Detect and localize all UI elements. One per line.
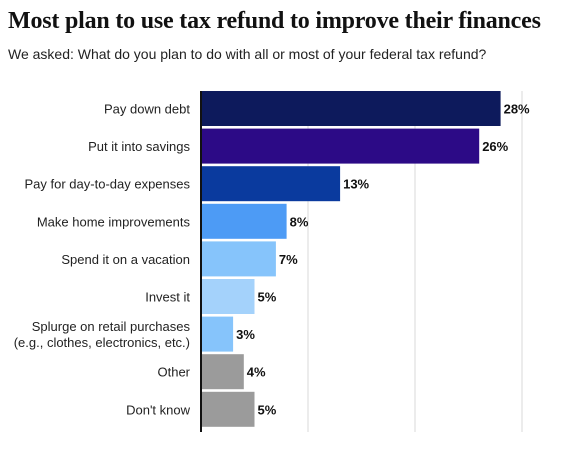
value-label: 5% [258, 402, 277, 417]
value-label: 5% [258, 290, 277, 305]
value-label: 7% [279, 252, 298, 267]
category-label: Invest it [145, 290, 190, 305]
value-label: 13% [343, 177, 369, 192]
bar [201, 354, 244, 390]
bar [201, 279, 255, 314]
chart-title: Most plan to use tax refund to improve t… [8, 8, 541, 34]
category-label: Splurge on retail purchases (e.g., clothe… [14, 319, 191, 350]
value-label: 3% [236, 327, 255, 342]
value-label: 8% [290, 214, 309, 229]
category-label: Other [157, 365, 190, 380]
bar [201, 391, 255, 427]
category-label: Pay for day-to-day expenses [25, 177, 191, 192]
chart-subtitle: We asked: What do you plan to do with al… [8, 46, 487, 62]
bar [201, 241, 276, 277]
category-label: Put it into savings [88, 139, 190, 154]
bar [201, 128, 480, 164]
value-label: 28% [504, 102, 530, 117]
bar [201, 166, 341, 202]
value-label: 26% [482, 139, 508, 154]
bar [201, 91, 501, 126]
category-label: Don't know [126, 402, 191, 417]
category-labels: Pay down debt Put it into savings Pay for … [14, 102, 191, 418]
bars [201, 91, 501, 427]
bar [201, 316, 234, 352]
category-label: Make home improvements [37, 214, 191, 229]
category-label: Spend it on a vacation [61, 252, 190, 267]
category-label: Pay down debt [104, 102, 190, 117]
value-labels: 28% 26% 13% 8% 7% 5% 3% 4% 5% [236, 102, 530, 418]
bar [201, 203, 287, 239]
value-label: 4% [247, 365, 266, 380]
